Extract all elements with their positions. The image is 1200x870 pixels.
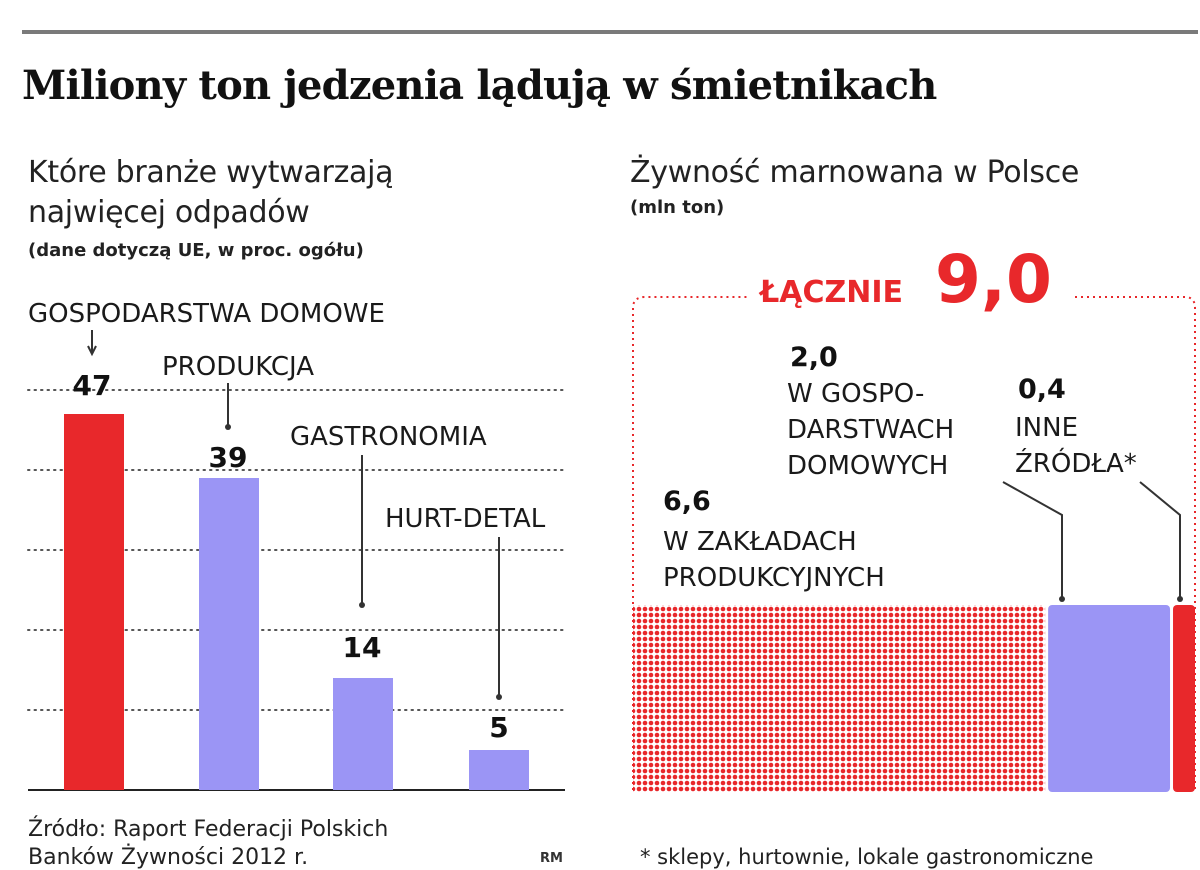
leader-dot-4	[496, 694, 502, 700]
category-label-4: HURT-DETAL	[385, 504, 546, 534]
chart-title: Miliony ton jedzenia lądują w śmietnikac…	[22, 62, 937, 109]
category-label-2: PRODUKCJA	[162, 352, 314, 382]
segment-label-1-line1: W ZAKŁADACH	[663, 527, 857, 557]
segment-label-3-line2: ŹRÓDŁA*	[1015, 447, 1137, 479]
segment-value-2: 2,0	[790, 342, 838, 373]
value-label-1: 47	[73, 369, 112, 402]
segment-2	[1048, 605, 1171, 792]
bar-3	[333, 678, 393, 790]
segment-value-3: 0,4	[1018, 374, 1066, 405]
leader-line-other	[1139, 481, 1181, 597]
source-line2: Banków Żywności 2012 r.	[28, 845, 309, 870]
top-rule	[22, 30, 1198, 34]
author-credit: RM	[540, 851, 563, 866]
bar-2	[199, 478, 259, 790]
source-line1: Źródło: Raport Federacji Polskich	[28, 817, 389, 842]
segment-label-1-line2: PRODUKCYJNYCH	[663, 563, 885, 593]
segment-label-2-line1: W GOSPO-	[787, 379, 924, 409]
value-label-2: 39	[209, 441, 248, 474]
segment-1	[633, 605, 1046, 792]
segment-label-2-line3: DOMOWYCH	[787, 451, 948, 481]
right-subtitle: Żywność marnowana w Polsce	[630, 155, 1080, 190]
right-stacked-bar: ŁĄCZNIE 9,0 6,6 W ZAKŁADACH PRODUKCYJNYCH 2,0…	[632, 241, 1196, 792]
right-chart-note: (mln ton)	[630, 197, 725, 218]
left-chart-note: (dane dotyczą UE, w proc. ogółu)	[28, 240, 364, 261]
leader-arrow-1	[87, 345, 97, 357]
bar-1	[64, 414, 124, 790]
left-subtitle-line2: najwięcej odpadów	[28, 195, 310, 230]
value-label-3: 14	[343, 631, 382, 664]
segment-label-3-line1: INNE	[1015, 413, 1078, 443]
bar-4	[469, 750, 529, 790]
left-subtitle-line1: Które branże wytwarzają	[28, 155, 394, 190]
category-label-1: GOSPODARSTWA DOMOWE	[28, 299, 385, 329]
leader-dot-2	[225, 424, 231, 430]
total-value: 9,0	[935, 241, 1052, 318]
leader-line-households	[1002, 481, 1063, 597]
leader-dot-households	[1059, 596, 1065, 602]
segment-value-1: 6,6	[663, 486, 711, 517]
total-bracket-right	[1075, 296, 1196, 790]
value-label-4: 5	[489, 711, 508, 744]
left-bar-chart: GOSPODARSTWA DOMOWE 47 PRODUKCJA 39 GASTRONO…	[27, 299, 566, 791]
leader-dot-other	[1177, 596, 1183, 602]
segment-3	[1173, 605, 1195, 792]
total-label: ŁĄCZNIE	[758, 275, 903, 310]
footnote: * sklepy, hurtownie, lokale gastronomicz…	[640, 845, 1094, 869]
category-label-3: GASTRONOMIA	[290, 422, 487, 452]
leader-dot-3	[359, 602, 365, 608]
segment-label-2-line2: DARSTWACH	[787, 415, 954, 445]
